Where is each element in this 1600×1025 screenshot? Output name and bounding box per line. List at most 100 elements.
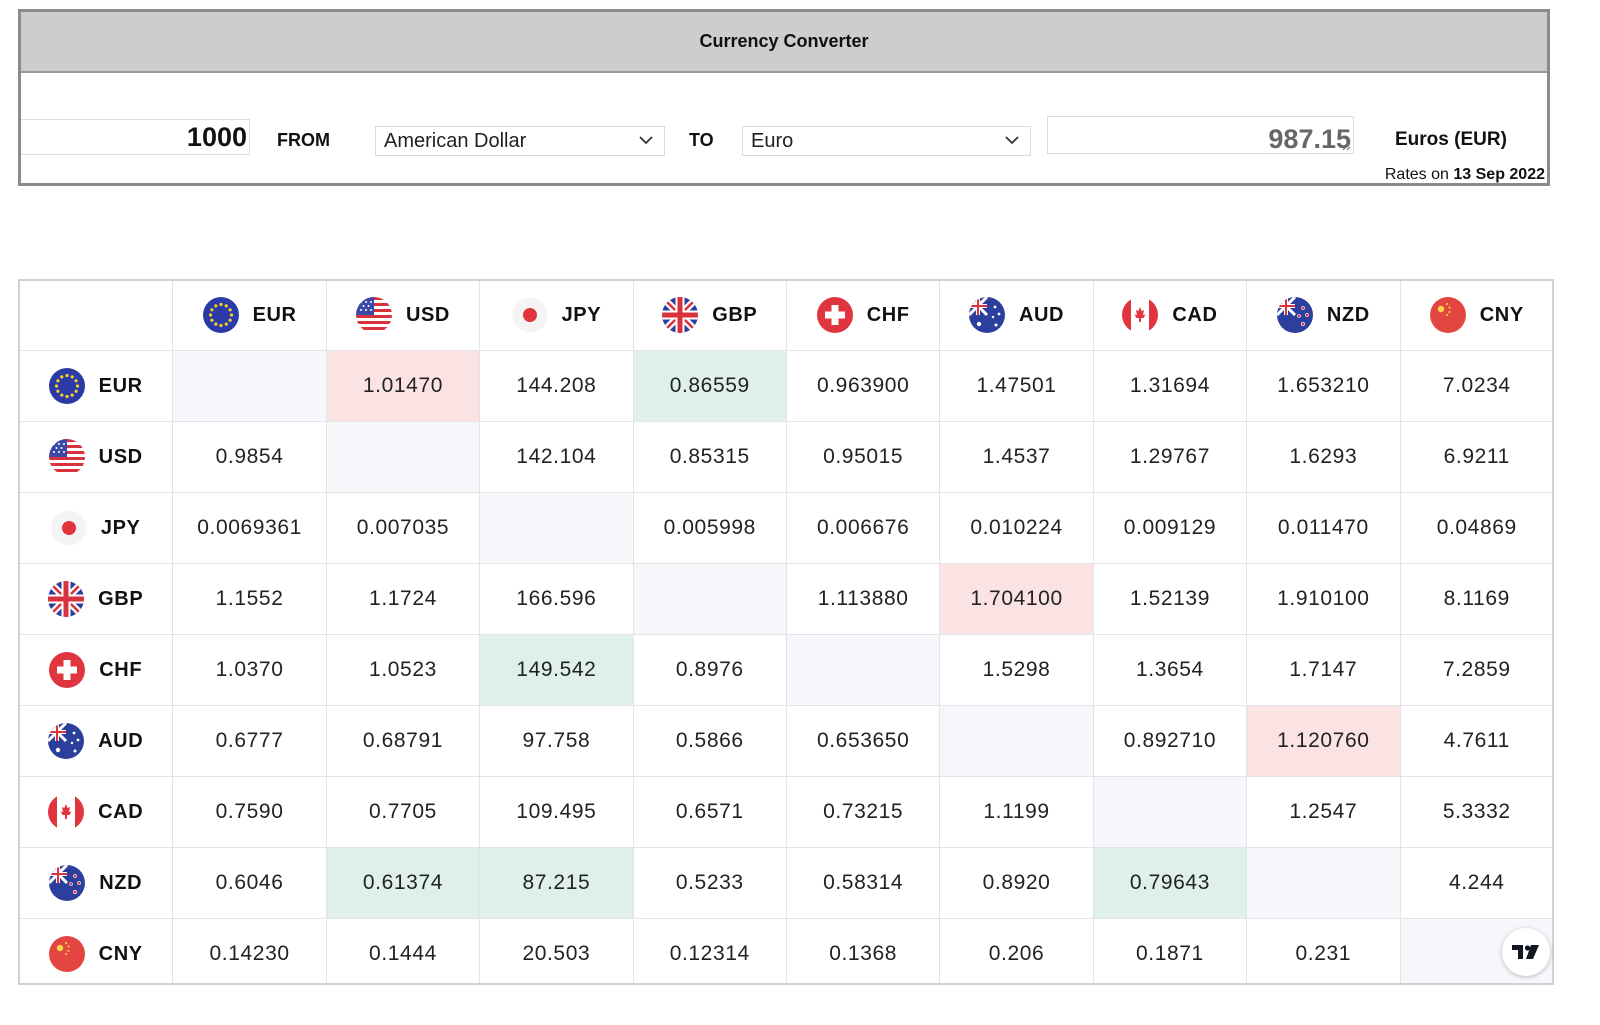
rate-cell[interactable]: 0.86559 [632, 350, 787, 422]
rate-cell[interactable]: 0.1368 [785, 918, 941, 983]
row-header-jpy[interactable]: JPY [20, 492, 174, 564]
rate-cell[interactable]: 1.1199 [939, 776, 1094, 848]
row-header-nzd[interactable]: NZD [20, 847, 174, 919]
rate-cell[interactable]: 4.244 [1399, 847, 1552, 919]
rate-cell[interactable]: 0.963900 [785, 350, 941, 422]
diagonal-cell[interactable] [939, 705, 1094, 777]
rate-cell[interactable]: 1.910100 [1246, 563, 1401, 635]
amount-input[interactable] [21, 119, 250, 155]
rate-cell[interactable]: 87.215 [479, 847, 634, 919]
rate-cell[interactable]: 1.0523 [325, 634, 481, 706]
rate-cell[interactable]: 0.6777 [172, 705, 327, 777]
row-header-cad[interactable]: CAD [20, 776, 174, 848]
rate-cell[interactable]: 1.47501 [939, 350, 1094, 422]
rate-cell[interactable]: 7.0234 [1399, 350, 1552, 422]
rate-cell[interactable]: 1.0370 [172, 634, 327, 706]
row-header-eur[interactable]: EUR [20, 350, 174, 422]
rate-cell[interactable]: 0.231 [1246, 918, 1401, 983]
tradingview-logo-badge[interactable] [1502, 928, 1550, 976]
rate-cell[interactable]: 0.04869 [1399, 492, 1552, 564]
rate-cell[interactable]: 0.12314 [632, 918, 787, 983]
rate-cell[interactable]: 0.61374 [325, 847, 481, 919]
rate-cell[interactable]: 0.58314 [785, 847, 941, 919]
rate-cell[interactable]: 0.007035 [325, 492, 481, 564]
rate-cell[interactable]: 1.113880 [785, 563, 941, 635]
diagonal-cell[interactable] [1246, 847, 1401, 919]
rate-cell[interactable]: 0.9854 [172, 421, 327, 493]
rate-cell[interactable]: 0.14230 [172, 918, 327, 983]
diagonal-cell[interactable] [785, 634, 941, 706]
rate-cell[interactable]: 1.01470 [325, 350, 481, 422]
column-header-chf[interactable]: CHF [785, 281, 941, 351]
rate-cell[interactable]: 0.1444 [325, 918, 481, 983]
row-header-usd[interactable]: USD [20, 421, 174, 493]
column-header-cny[interactable]: CNY [1399, 281, 1552, 351]
column-header-usd[interactable]: USD [325, 281, 481, 351]
column-header-jpy[interactable]: JPY [479, 281, 634, 351]
rate-cell[interactable]: 0.8920 [939, 847, 1094, 919]
rate-cell[interactable]: 0.6046 [172, 847, 327, 919]
rate-cell[interactable]: 1.31694 [1092, 350, 1248, 422]
rate-cell[interactable]: 20.503 [479, 918, 634, 983]
column-header-nzd[interactable]: NZD [1246, 281, 1401, 351]
rate-cell[interactable]: 166.596 [479, 563, 634, 635]
rate-cell[interactable]: 0.5866 [632, 705, 787, 777]
rate-cell[interactable]: 1.2547 [1246, 776, 1401, 848]
rate-cell[interactable]: 0.653650 [785, 705, 941, 777]
rate-cell[interactable]: 0.011470 [1246, 492, 1401, 564]
rate-cell[interactable]: 0.79643 [1092, 847, 1248, 919]
rate-cell[interactable]: 1.7147 [1246, 634, 1401, 706]
diagonal-cell[interactable] [1092, 776, 1248, 848]
rate-cell[interactable]: 1.120760 [1246, 705, 1401, 777]
rate-cell[interactable]: 1.52139 [1092, 563, 1248, 635]
rate-cell[interactable]: 149.542 [479, 634, 634, 706]
diagonal-cell[interactable] [172, 350, 327, 422]
result-field[interactable]: 987.15 [1047, 116, 1354, 154]
rate-cell[interactable]: 0.7705 [325, 776, 481, 848]
rate-cell[interactable]: 1.704100 [939, 563, 1094, 635]
rate-cell[interactable]: 6.9211 [1399, 421, 1552, 493]
rate-cell[interactable]: 1.4537 [939, 421, 1094, 493]
rate-cell[interactable]: 0.6571 [632, 776, 787, 848]
row-header-gbp[interactable]: GBP [20, 563, 174, 635]
rate-cell[interactable]: 1.3654 [1092, 634, 1248, 706]
rate-cell[interactable]: 0.85315 [632, 421, 787, 493]
rate-cell[interactable]: 0.005998 [632, 492, 787, 564]
resize-handle-icon[interactable] [1341, 141, 1351, 151]
row-header-cny[interactable]: CNY [20, 918, 174, 983]
column-header-aud[interactable]: AUD [939, 281, 1094, 351]
rate-cell[interactable]: 1.1724 [325, 563, 481, 635]
rate-cell[interactable]: 7.2859 [1399, 634, 1552, 706]
rate-cell[interactable]: 0.5233 [632, 847, 787, 919]
rate-cell[interactable]: 0.73215 [785, 776, 941, 848]
rate-cell[interactable]: 8.1169 [1399, 563, 1552, 635]
rate-cell[interactable]: 0.95015 [785, 421, 941, 493]
column-header-eur[interactable]: EUR [172, 281, 327, 351]
row-header-aud[interactable]: AUD [20, 705, 174, 777]
rate-cell[interactable]: 1.1552 [172, 563, 327, 635]
rate-cell[interactable]: 0.206 [939, 918, 1094, 983]
rate-cell[interactable]: 97.758 [479, 705, 634, 777]
rate-cell[interactable]: 0.7590 [172, 776, 327, 848]
row-header-chf[interactable]: CHF [20, 634, 174, 706]
rate-cell[interactable]: 5.3332 [1399, 776, 1552, 848]
column-header-gbp[interactable]: GBP [632, 281, 787, 351]
rate-cell[interactable]: 1.29767 [1092, 421, 1248, 493]
rate-cell[interactable]: 0.009129 [1092, 492, 1248, 564]
diagonal-cell[interactable] [325, 421, 481, 493]
rate-cell[interactable]: 0.892710 [1092, 705, 1248, 777]
rate-cell[interactable]: 1.6293 [1246, 421, 1401, 493]
rate-cell[interactable]: 144.208 [479, 350, 634, 422]
rate-cell[interactable]: 1.5298 [939, 634, 1094, 706]
rate-cell[interactable]: 0.68791 [325, 705, 481, 777]
rate-cell[interactable]: 109.495 [479, 776, 634, 848]
rate-cell[interactable]: 0.010224 [939, 492, 1094, 564]
diagonal-cell[interactable] [479, 492, 634, 564]
rate-cell[interactable]: 1.653210 [1246, 350, 1401, 422]
rate-cell[interactable]: 0.0069361 [172, 492, 327, 564]
rate-cell[interactable]: 0.1871 [1092, 918, 1248, 983]
column-header-cad[interactable]: CAD [1092, 281, 1248, 351]
from-currency-select[interactable]: American Dollar [375, 126, 665, 156]
rate-cell[interactable]: 0.8976 [632, 634, 787, 706]
rate-cell[interactable]: 0.006676 [785, 492, 941, 564]
